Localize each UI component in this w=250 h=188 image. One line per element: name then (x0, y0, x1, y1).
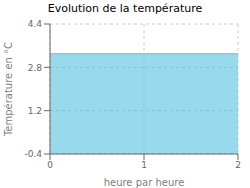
svg-text:1.2: 1.2 (28, 106, 42, 116)
svg-text:2.8: 2.8 (28, 63, 43, 73)
svg-text:0: 0 (47, 160, 53, 170)
svg-text:-0.4: -0.4 (24, 149, 42, 159)
svg-text:heure par heure: heure par heure (104, 177, 185, 188)
svg-text:2: 2 (235, 160, 241, 170)
svg-text:1: 1 (141, 160, 147, 170)
html-text:Evolution de la température: Evolution de la température (47, 2, 203, 15)
svg-text:Température en °C: Température en °C (8, 42, 14, 137)
svg-text:4.4: 4.4 (28, 19, 43, 29)
